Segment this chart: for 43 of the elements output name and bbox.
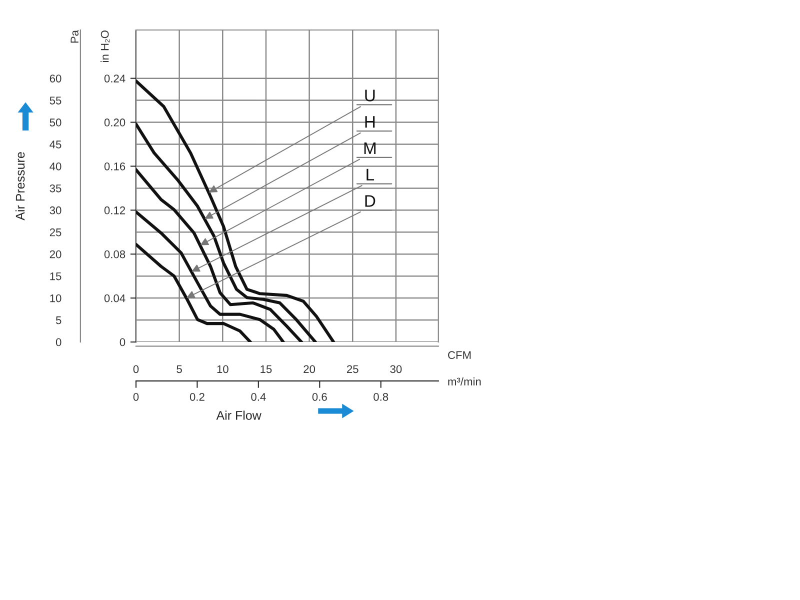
x-tick-label: 20 [304, 365, 316, 374]
y2-tick-label: 0.12 [104, 206, 126, 214]
y2-tick-label: 0.16 [104, 162, 126, 170]
x-tick-label: 10 [217, 365, 228, 374]
y-tick-label: 60 [50, 74, 62, 82]
y2-tick-label: 0.20 [104, 118, 126, 126]
y-axis-title: Air Pressure [15, 152, 25, 220]
y-tick-label: 55 [50, 96, 62, 104]
text: CFM [448, 351, 471, 360]
text: U [365, 90, 375, 102]
y-tick-label: 15 [50, 272, 62, 280]
x-axis-title: Air Flow [216, 410, 262, 420]
y-tick-label: 20 [50, 250, 62, 258]
text: L [366, 168, 374, 180]
y-tick-label: 50 [50, 118, 62, 126]
y2-tick-label: 0.04 [104, 294, 126, 302]
x2-tick-label: 0.4 [251, 392, 266, 401]
text: D [365, 195, 376, 207]
x-tick-label: 30 [390, 365, 402, 374]
text: H [365, 116, 375, 128]
x-tick-label: 0 [133, 365, 139, 374]
text: m³/min [448, 377, 481, 386]
y-tick-label: 25 [50, 228, 62, 236]
text: Pa [70, 30, 79, 43]
x2-tick-label: 0.8 [374, 392, 388, 401]
text: M [364, 142, 376, 154]
y-tick-label: 40 [50, 162, 62, 170]
y-tick-label: 35 [50, 184, 62, 192]
text: in H₂O [100, 30, 110, 62]
y-tick-label: 10 [50, 294, 62, 302]
y2-tick-label: 0.24 [104, 74, 126, 82]
y-tick-label: 45 [50, 140, 62, 148]
x2-tick-label: 0.2 [190, 392, 204, 401]
y-tick-label: 5 [56, 316, 62, 324]
x-tick-label: 25 [347, 365, 358, 374]
y2-tick-label: 0.08 [104, 250, 126, 258]
x-tick-label: 5 [176, 365, 182, 374]
y-tick-label: 30 [50, 206, 62, 214]
x2-tick-label: 0 [133, 392, 139, 401]
y2-tick-label: 0 [120, 338, 126, 346]
y-tick-label: 0 [56, 338, 62, 346]
x-tick-label: 15 [260, 365, 272, 374]
x2-tick-label: 0.6 [312, 392, 327, 401]
